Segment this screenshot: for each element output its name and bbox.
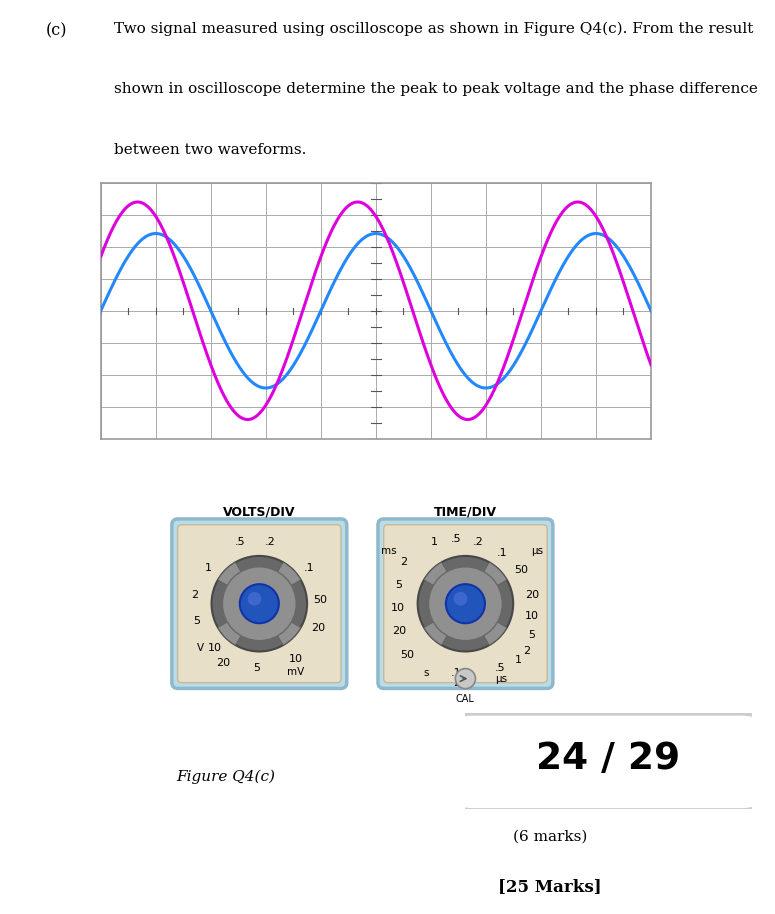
Text: 1: 1	[515, 655, 522, 665]
Wedge shape	[260, 604, 301, 645]
Circle shape	[239, 584, 279, 623]
Text: .1: .1	[451, 668, 462, 678]
Text: 1: 1	[431, 537, 438, 547]
Text: 50: 50	[314, 595, 328, 605]
Text: 2: 2	[453, 678, 460, 688]
FancyBboxPatch shape	[384, 525, 547, 683]
Wedge shape	[218, 604, 260, 645]
FancyBboxPatch shape	[456, 714, 757, 810]
Text: (c): (c)	[46, 22, 67, 39]
Text: s: s	[423, 668, 429, 678]
Text: 5: 5	[529, 630, 536, 640]
Text: 5: 5	[253, 663, 260, 673]
Circle shape	[222, 567, 296, 641]
Wedge shape	[424, 604, 466, 645]
Text: mV: mV	[287, 666, 304, 676]
Text: 10: 10	[288, 654, 302, 664]
Text: 2: 2	[401, 558, 408, 568]
Text: CAL: CAL	[456, 694, 475, 704]
FancyBboxPatch shape	[177, 525, 341, 683]
Text: .1: .1	[496, 548, 507, 558]
Circle shape	[453, 592, 467, 606]
Text: 2: 2	[191, 590, 198, 600]
FancyBboxPatch shape	[378, 519, 553, 688]
Wedge shape	[218, 562, 260, 604]
Text: 20: 20	[216, 658, 230, 668]
Text: TIME/DIV: TIME/DIV	[434, 506, 497, 519]
Circle shape	[418, 556, 513, 652]
Text: 5: 5	[395, 579, 402, 590]
Circle shape	[446, 584, 485, 623]
Wedge shape	[260, 562, 301, 604]
Text: 24 / 29: 24 / 29	[536, 741, 680, 777]
Text: Figure Q4(c): Figure Q4(c)	[177, 770, 275, 784]
Text: shown in oscilloscope determine the peak to peak voltage and the phase differenc: shown in oscilloscope determine the peak…	[114, 82, 758, 96]
Text: 20: 20	[312, 622, 326, 632]
Text: .1: .1	[303, 562, 314, 572]
Circle shape	[247, 592, 261, 606]
Text: .2: .2	[265, 537, 276, 547]
Text: 20: 20	[392, 626, 406, 636]
Text: 20: 20	[525, 590, 539, 600]
Text: [25 Marks]: [25 Marks]	[498, 878, 602, 895]
Text: 1: 1	[205, 562, 212, 572]
Text: between two waveforms.: between two waveforms.	[114, 143, 307, 156]
Text: VOLTS/DIV: VOLTS/DIV	[223, 506, 295, 519]
Text: 2: 2	[523, 646, 530, 656]
Text: 10: 10	[208, 643, 222, 653]
Text: μs: μs	[495, 674, 508, 684]
FancyBboxPatch shape	[172, 519, 346, 688]
Text: 5: 5	[193, 616, 200, 626]
Text: μs: μs	[531, 546, 542, 556]
Text: 50: 50	[514, 565, 528, 575]
Text: ms: ms	[381, 546, 397, 556]
Text: V: V	[196, 643, 204, 653]
Text: Two signal measured using oscilloscope as shown in Figure Q4(c). From the result: Two signal measured using oscilloscope a…	[114, 22, 753, 37]
Text: 10: 10	[525, 611, 539, 622]
Text: .2: .2	[473, 537, 484, 547]
Circle shape	[456, 668, 476, 688]
Wedge shape	[424, 562, 466, 604]
Text: .5: .5	[494, 663, 505, 673]
Text: 10: 10	[391, 602, 405, 612]
Text: 50: 50	[401, 650, 415, 660]
Text: .5: .5	[235, 537, 246, 547]
Circle shape	[212, 556, 307, 652]
Text: (6 marks): (6 marks)	[513, 829, 587, 844]
Text: .5: .5	[451, 535, 462, 545]
Wedge shape	[466, 604, 507, 645]
Circle shape	[429, 567, 502, 641]
Wedge shape	[466, 562, 507, 604]
